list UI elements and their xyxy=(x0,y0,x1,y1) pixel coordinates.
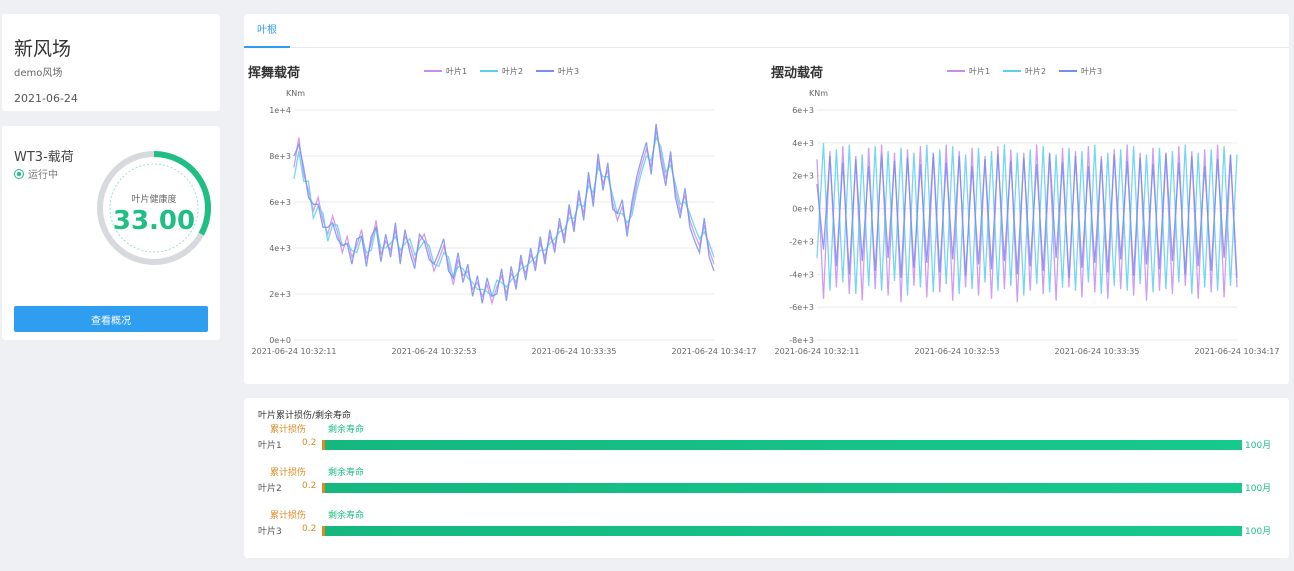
remaining-bar xyxy=(324,483,1242,493)
y-tick-label: 2e+3 xyxy=(792,172,814,181)
chart-title: 挥舞载荷 xyxy=(248,65,300,81)
remaining-value: 100月 xyxy=(1245,441,1272,451)
farm-date: 2021-06-24 xyxy=(14,92,78,105)
life-bar-track xyxy=(322,440,1242,450)
y-axis-label: KNm xyxy=(286,89,305,98)
x-tick-label: 2021-06-24 10:33:35 xyxy=(532,347,617,356)
remaining-bar xyxy=(324,440,1242,450)
x-tick-label: 2021-06-24 10:32:53 xyxy=(915,347,1000,356)
damage-value: 0.2 xyxy=(302,481,317,491)
remaining-legend: 剩余寿命 xyxy=(328,425,365,435)
tab-blade-root[interactable]: 叶根 xyxy=(244,14,290,48)
x-tick-label: 2021-06-24 10:32:11 xyxy=(775,347,860,356)
farm-name: 新风场 xyxy=(14,38,72,60)
series-line-3 xyxy=(816,152,1238,278)
remaining-bar xyxy=(324,526,1242,536)
y-tick-label: -8e+3 xyxy=(789,336,814,345)
y-tick-label: -6e+3 xyxy=(789,303,814,312)
series-line-3 xyxy=(293,123,715,304)
blade-label: 叶片2 xyxy=(258,484,282,494)
y-tick-label: 6e+3 xyxy=(269,198,291,207)
legend-item[interactable]: 叶片2 xyxy=(502,66,523,76)
y-tick-label: 6e+3 xyxy=(792,106,814,115)
remaining-value: 100月 xyxy=(1245,484,1272,494)
health-gauge xyxy=(97,151,211,265)
view-overview-button[interactable]: 查看概况 xyxy=(14,306,208,332)
damage-value: 0.2 xyxy=(302,438,317,448)
gauge-label: 叶片健康度 xyxy=(131,195,177,205)
tab-bar: 叶根 xyxy=(244,14,1289,48)
blade-label: 叶片1 xyxy=(258,441,282,451)
blade-life-card: 叶片累计损伤/剩余寿命 累计损伤 剩余寿命 叶片1 0.2 100月 累计损伤 … xyxy=(244,398,1289,558)
damage-bar xyxy=(322,526,325,536)
edge-load-chart: 摆动载荷 叶片1 叶片2 叶片3 KNm -8e+3 -6e+3 -4e+3 -2e+3 0e+0… xyxy=(771,65,1280,356)
y-tick-label: -4e+3 xyxy=(789,270,814,279)
y-tick-label: -2e+3 xyxy=(789,237,814,246)
series-line-2 xyxy=(293,135,715,298)
turbine-name: WT3-载荷 xyxy=(14,150,74,165)
damage-legend: 累计损伤 xyxy=(270,425,307,435)
blade-life-row: 累计损伤 剩余寿命 叶片3 0.2 100月 xyxy=(244,508,1289,548)
x-tick-label: 2021-06-24 10:34:17 xyxy=(672,347,757,356)
y-tick-label: 1e+4 xyxy=(269,106,291,115)
gauge-value: 33.00 xyxy=(112,206,196,236)
y-tick-label: 0e+0 xyxy=(792,205,814,214)
y-tick-label: 2e+3 xyxy=(269,290,291,299)
series-line-1 xyxy=(293,130,715,306)
chart-title: 摆动载荷 xyxy=(771,65,823,81)
y-tick-label: 0e+0 xyxy=(269,336,291,345)
gauge-inner-ring xyxy=(109,163,199,253)
remaining-value: 100月 xyxy=(1245,527,1272,537)
legend-item[interactable]: 叶片1 xyxy=(446,66,467,76)
load-charts-card: 叶根 挥舞载荷 叶片1 叶片2 叶片3 KNm 0e+0 2e+3 4e+3 6e+3 8e+3 1… xyxy=(244,14,1289,384)
blade-life-row: 累计损伤 剩余寿命 叶片2 0.2 100月 xyxy=(244,465,1289,505)
flap-load-chart: 挥舞载荷 叶片1 叶片2 叶片3 KNm 0e+0 2e+3 4e+3 6e+3 8e+3 1e+4… xyxy=(248,65,757,356)
remaining-legend: 剩余寿命 xyxy=(328,511,365,521)
damage-bar xyxy=(322,440,325,450)
damage-value: 0.2 xyxy=(302,524,317,534)
damage-legend: 累计损伤 xyxy=(270,468,307,478)
turbine-card: WT3-载荷 运行中 叶片健康度 33.00 查看概况 xyxy=(2,126,220,340)
x-tick-label: 2021-06-24 10:34:17 xyxy=(1195,347,1280,356)
y-tick-label: 4e+3 xyxy=(792,139,814,148)
legend-item[interactable]: 叶片2 xyxy=(1025,66,1046,76)
damage-legend: 累计损伤 xyxy=(270,511,307,521)
x-tick-label: 2021-06-24 10:32:11 xyxy=(252,347,337,356)
x-tick-label: 2021-06-24 10:32:53 xyxy=(392,347,477,356)
life-title: 叶片累计损伤/剩余寿命 xyxy=(258,411,352,421)
turbine-status: 运行中 xyxy=(14,166,58,181)
damage-bar xyxy=(322,483,325,493)
y-tick-label: 8e+3 xyxy=(269,152,291,161)
legend-item[interactable]: 叶片3 xyxy=(1081,66,1102,76)
x-tick-label: 2021-06-24 10:33:35 xyxy=(1055,347,1140,356)
life-bar-track xyxy=(322,526,1242,536)
legend-item[interactable]: 叶片3 xyxy=(558,66,579,76)
gauge-arc xyxy=(153,151,211,236)
remaining-legend: 剩余寿命 xyxy=(328,468,365,478)
legend-item[interactable]: 叶片1 xyxy=(969,66,990,76)
status-running-icon xyxy=(14,168,24,179)
blade-life-row: 累计损伤 剩余寿命 叶片1 0.2 100月 xyxy=(244,422,1289,462)
y-axis-label: KNm xyxy=(809,89,828,98)
farm-card: 新风场 demo风场 2021-06-24 xyxy=(2,14,220,111)
y-tick-label: 4e+3 xyxy=(269,244,291,253)
blade-label: 叶片3 xyxy=(258,527,282,537)
turbine-status-text: 运行中 xyxy=(28,170,58,181)
life-bar-track xyxy=(322,483,1242,493)
farm-subtitle: demo风场 xyxy=(14,68,63,79)
